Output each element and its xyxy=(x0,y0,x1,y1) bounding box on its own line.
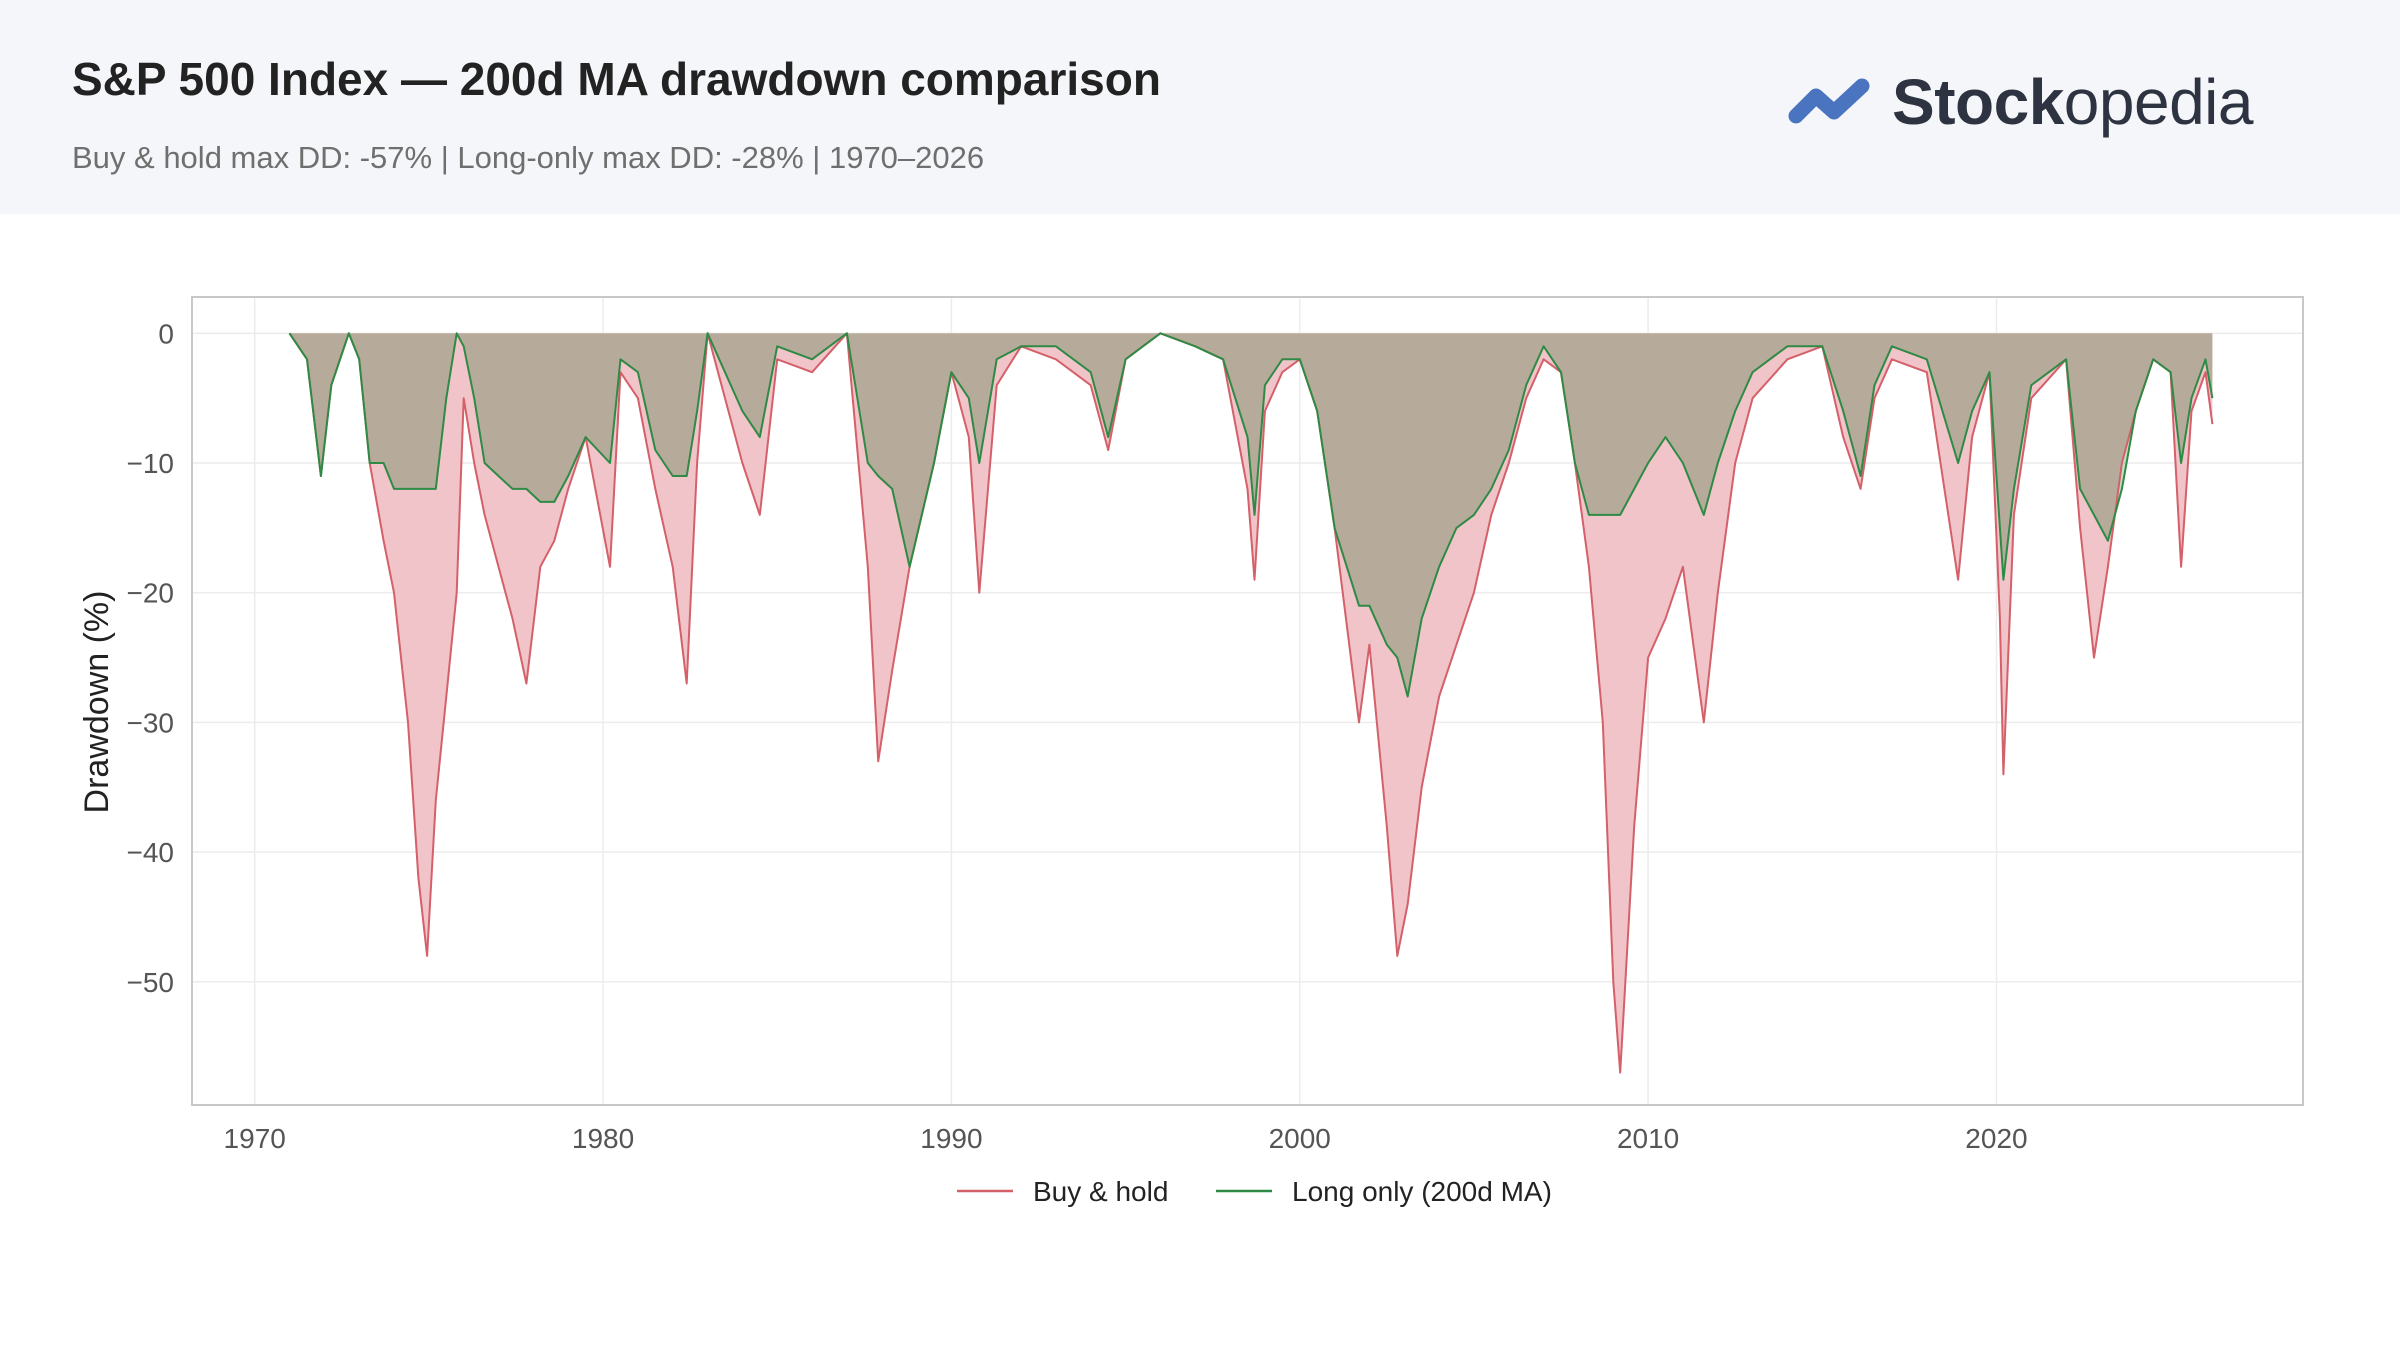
area-series-layer xyxy=(289,333,2213,1073)
y-tick-label: −30 xyxy=(127,707,175,738)
x-tick-label: 2000 xyxy=(1269,1123,1331,1154)
logo-wordmark: Stockopedia xyxy=(1892,65,2253,139)
legend: Buy & hold Long only (200d MA) xyxy=(957,1176,1552,1207)
x-tick-label: 2020 xyxy=(1965,1123,2027,1154)
y-tick-label: −20 xyxy=(127,578,175,609)
y-tick-label: −40 xyxy=(127,837,175,868)
x-tick-label: 1970 xyxy=(224,1123,286,1154)
logo-wordmark-regular: opedia xyxy=(2063,66,2254,138)
chart-title: S&P 500 Index — 200d MA drawdown compari… xyxy=(72,53,1161,105)
stockopedia-logo[interactable]: Stockopedia xyxy=(1788,62,2253,142)
y-tick-label: 0 xyxy=(158,318,174,349)
legend-item-buy-hold[interactable]: Buy & hold xyxy=(957,1176,1168,1207)
stockopedia-zigzag-icon xyxy=(1788,76,1872,128)
line-series-layer xyxy=(288,332,2214,1074)
legend-label: Long only (200d MA) xyxy=(1292,1176,1552,1207)
x-tick-label: 1980 xyxy=(572,1123,634,1154)
header-band: S&P 500 Index — 200d MA drawdown compari… xyxy=(0,0,2400,214)
y-axis-label: Drawdown (%) xyxy=(78,591,116,814)
tick-labels: 1970 1980 1990 2000 2010 2020 0 −10 −20 −30 −40 −50 xyxy=(127,318,2028,1154)
buy-hold-line xyxy=(288,332,2214,1074)
legend-label: Buy & hold xyxy=(1033,1176,1168,1207)
long-only-area xyxy=(289,333,2213,697)
logo-wordmark-bold: Stock xyxy=(1892,66,2064,138)
y-tick-label: −50 xyxy=(127,967,175,998)
x-tick-label: 2010 xyxy=(1617,1123,1679,1154)
legend-item-long-only[interactable]: Long only (200d MA) xyxy=(1216,1176,1552,1207)
chart-subtitle: Buy & hold max DD: -57% | Long-only max … xyxy=(72,140,985,175)
plot-frame xyxy=(191,296,2304,1106)
x-tick-label: 1990 xyxy=(920,1123,982,1154)
y-tick-label: −10 xyxy=(127,448,175,479)
long-only-line xyxy=(288,332,2214,698)
